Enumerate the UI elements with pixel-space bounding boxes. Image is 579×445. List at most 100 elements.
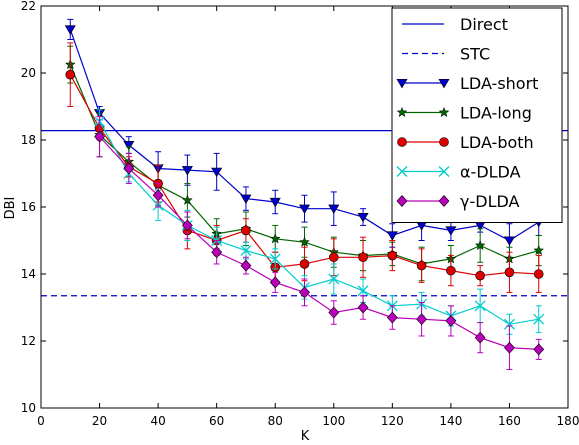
series-ldaboth-point: [328, 252, 339, 263]
x-tick-label: 120: [381, 414, 404, 428]
series-dlda-point: [240, 259, 252, 272]
series-dlda-point-stroke-b: [328, 273, 340, 285]
series-ldaboth-point: [387, 250, 398, 261]
series-ldashort-point: [503, 236, 515, 246]
series-ldalong-point: [299, 236, 310, 247]
series-dlda-point: [328, 273, 340, 285]
series-ldashort-point: [240, 194, 252, 204]
series-dlda-point: [94, 130, 105, 143]
series-dlda-point: [533, 343, 545, 356]
series-ldashort-point: [211, 167, 223, 178]
series-ldashort-point: [445, 226, 457, 236]
legend-swatch-marker: [396, 195, 408, 207]
legend-swatch-marker: [396, 106, 408, 118]
series-dlda-line: [99, 136, 539, 350]
legend-entry-direct: Direct: [402, 15, 508, 34]
axes-layer: 0 20 40 60 80 100 120 140 160 180 10 12 14 16 18 20 22: [21, 0, 579, 428]
series-dlda-point: [386, 311, 398, 324]
series-ldalong-point: [533, 244, 545, 256]
series-ldashort-point: [123, 140, 135, 151]
series-ldashort-point: [328, 204, 340, 215]
series-dlda-point: [416, 313, 428, 326]
legend-label: α-DLDA: [460, 163, 521, 182]
series-dlda-point-stroke-b: [533, 313, 545, 325]
legend-label: LDA-short: [460, 74, 538, 93]
legend-swatch-marker: [438, 78, 450, 89]
series-ldashort-point: [386, 231, 398, 241]
legend-label: LDA-both: [460, 133, 534, 152]
series-dlda-point: [474, 300, 486, 312]
x-tick-label: 160: [498, 414, 521, 428]
y-tick-label: 16: [21, 200, 36, 214]
x-tick-label: 100: [322, 414, 345, 428]
series-dlda-point: [211, 246, 223, 259]
series-ldaboth-point: [446, 265, 456, 276]
series-dlda-point: [152, 189, 164, 202]
series-dlda-line: [99, 121, 539, 325]
series-dlda-point: [269, 253, 281, 265]
y-axis-label: DBI: [3, 197, 18, 220]
series-dlda-point-stroke-b: [269, 253, 281, 265]
legend-swatch-marker-stroke-b: [396, 166, 408, 177]
x-tick-label: 60: [209, 414, 224, 428]
legend: Direct STC LDA-short LDA-long LDA-both α-DLDA…: [391, 7, 563, 223]
series-dlda: [94, 116, 545, 370]
series-dlda-point: [328, 306, 340, 319]
series-ldaboth-point: [533, 269, 544, 279]
legend-entry-stc: STC: [402, 45, 490, 64]
series-ldashort-point: [64, 25, 76, 35]
x-axis-label: K: [301, 429, 310, 444]
series-ldashort-point: [357, 213, 369, 223]
legend-entry-dlda: α-DLDA: [396, 163, 521, 182]
y-tick-label: 18: [21, 133, 36, 147]
series-ldaboth-point: [65, 69, 76, 80]
series-dlda-point: [357, 301, 369, 314]
y-tick-label: 12: [21, 334, 36, 348]
legend-swatch-marker: [397, 137, 407, 147]
legend-swatch-marker: [439, 137, 449, 147]
legend-swatch-marker-stroke-b: [438, 166, 450, 177]
series-dlda-point: [181, 219, 193, 232]
series-ldalong-point: [474, 239, 486, 251]
legend-swatch-marker: [396, 166, 408, 177]
legend-label: Direct: [460, 15, 508, 34]
x-tick-label: 140: [439, 414, 462, 428]
x-tick-label: 180: [557, 414, 579, 428]
y-tick-label: 20: [21, 66, 36, 80]
plot-area: [41, 18, 568, 370]
series-dlda-point: [445, 314, 457, 327]
series-dlda-point: [503, 318, 515, 330]
x-tick-label: 80: [268, 414, 283, 428]
legend-entry-ldashort: LDA-short: [396, 74, 538, 93]
series-ldaboth-point: [299, 259, 310, 269]
series-dlda-point: [123, 162, 135, 175]
legend-swatch-marker: [396, 78, 408, 89]
series-ldashort-point: [269, 197, 281, 208]
series-dlda-point: [299, 286, 310, 299]
legend-entry-dlda: γ-DLDA: [396, 192, 520, 211]
series-dlda-point-stroke-b: [503, 318, 515, 330]
series-ldashort-point: [181, 166, 193, 176]
series-dlda-point: [533, 313, 545, 325]
series-ldaboth-point: [504, 267, 515, 278]
series-ldaboth-point: [416, 260, 427, 271]
series-ldaboth-point: [475, 270, 485, 281]
y-tick-label: 22: [21, 0, 36, 13]
series-dlda-point: [474, 331, 486, 344]
y-tick-label: 10: [21, 401, 36, 415]
series-ldashort-point: [298, 204, 311, 215]
x-tick-label: 0: [37, 414, 45, 428]
series-dlda-point: [357, 285, 369, 297]
x-tick-label: 40: [150, 414, 165, 428]
series-dlda-point-stroke-b: [474, 300, 486, 312]
series-dlda-point: [504, 341, 515, 354]
legend-swatch-marker: [438, 166, 450, 177]
legend-swatch-marker: [438, 195, 450, 207]
legend-swatch-marker: [438, 106, 450, 118]
series-ldaboth-point: [241, 225, 251, 236]
legend-entry-ldalong: LDA-long: [396, 104, 532, 123]
series-dlda-point-stroke-b: [357, 285, 369, 297]
legend-label: γ-DLDA: [460, 192, 520, 211]
legend-label: LDA-long: [460, 104, 532, 123]
